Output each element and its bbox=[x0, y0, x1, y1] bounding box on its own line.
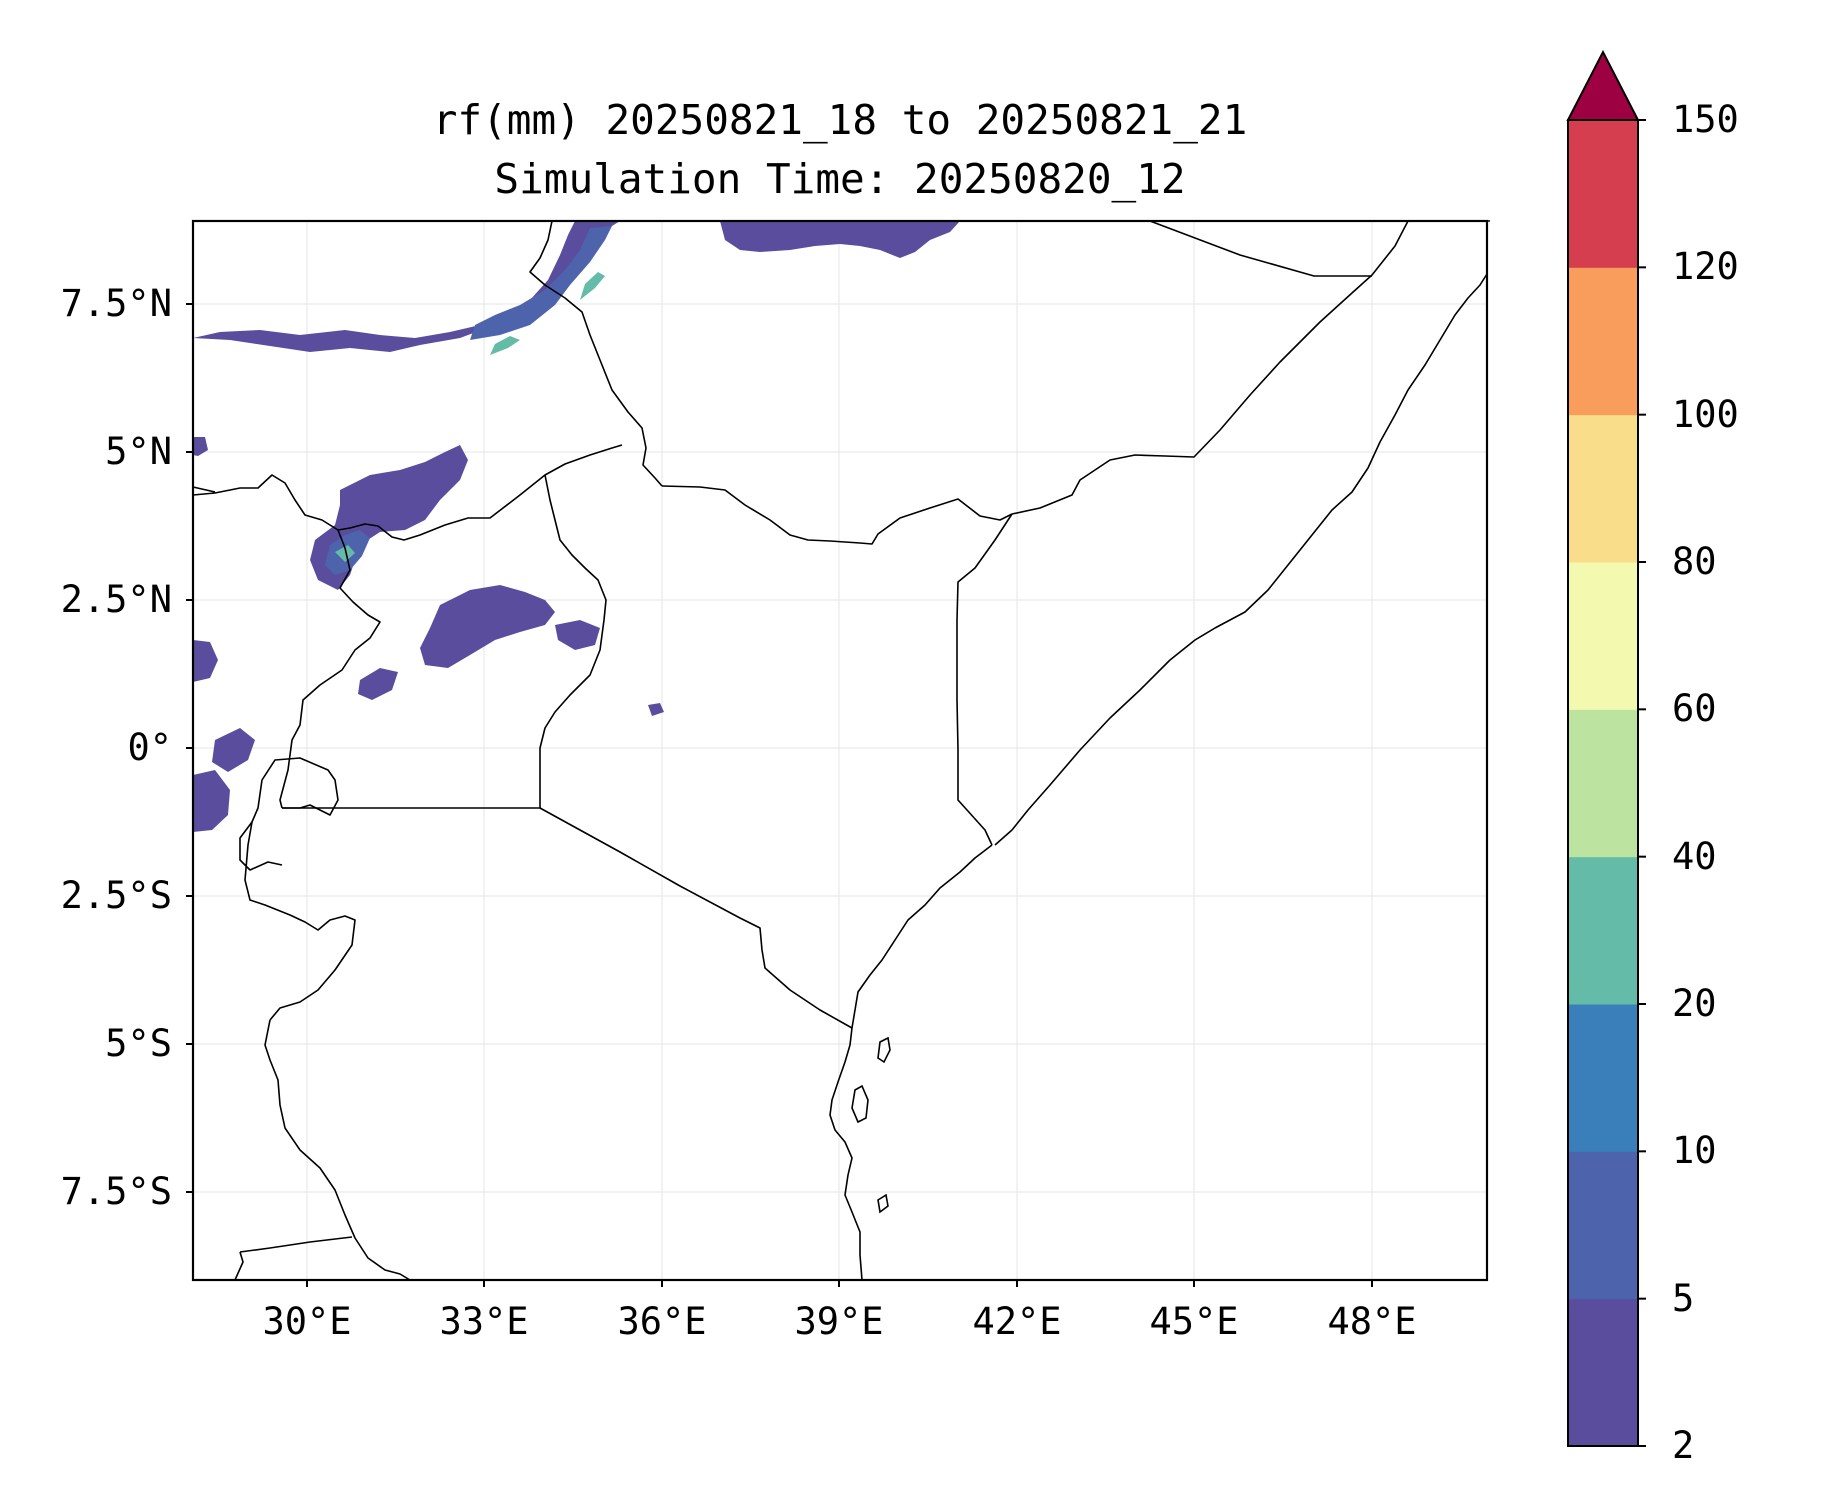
rain-cell-south-sudan-core bbox=[470, 226, 612, 340]
rain-cell-ethiopia-north bbox=[720, 221, 960, 258]
lat-label-5s: 5°S bbox=[105, 1022, 172, 1065]
rain-cell-lake-victoria-west bbox=[358, 668, 398, 700]
map-tick-marks bbox=[186, 303, 1373, 1287]
border-somalia-kenya-coast-line bbox=[851, 844, 993, 1029]
border-tanzania-west bbox=[264, 1019, 411, 1281]
lat-label-5n: 5°N bbox=[105, 430, 172, 473]
border-ethiopia-somalia bbox=[1011, 220, 1409, 515]
border-ethiopia-somaliland bbox=[1149, 220, 1372, 277]
rain-cell-lake-kyoga bbox=[420, 585, 555, 668]
border-uganda-kenya bbox=[539, 474, 607, 808]
colorbar-label-40: 40 bbox=[1672, 834, 1717, 878]
border-drc-car bbox=[192, 474, 339, 531]
colorbar-frame bbox=[1567, 119, 1639, 1447]
map-panel bbox=[186, 219, 1490, 1287]
lat-label-7-5s: 7.5°S bbox=[60, 1170, 172, 1213]
colorbar-label-60: 60 bbox=[1672, 687, 1717, 731]
border-burundi-tanzania bbox=[244, 821, 356, 1021]
colorbar-label-20: 20 bbox=[1672, 982, 1717, 1025]
colorbar-segment-20-40 bbox=[1568, 856, 1638, 1005]
colorbar-segment-2-5 bbox=[1568, 1298, 1638, 1447]
colorbar-segment-40-60 bbox=[1568, 709, 1638, 858]
colorbar-label-120: 120 bbox=[1672, 245, 1739, 289]
islands bbox=[851, 1036, 891, 1214]
lon-label-33e: 33°E bbox=[439, 1300, 529, 1343]
rain-cell-uganda-peak bbox=[335, 545, 355, 562]
colorbar-segment-5-10 bbox=[1568, 1151, 1638, 1300]
border-ethiopia-kenya bbox=[661, 485, 1013, 545]
lon-label-36e: 36°E bbox=[617, 1300, 707, 1343]
colorbar-label-5: 5 bbox=[1672, 1276, 1695, 1320]
map-subtitle: Simulation Time: 20250820_12 bbox=[494, 155, 1186, 203]
lat-label-7-5n: 7.5°N bbox=[60, 282, 172, 325]
colorbar-segment-100-120 bbox=[1568, 267, 1638, 416]
rain-cell-kenya-small bbox=[648, 703, 664, 716]
colorbar-segment-10-20 bbox=[1568, 1004, 1638, 1152]
border-ethiopia-sudan-edge bbox=[192, 486, 216, 493]
rain-cell-burundi bbox=[193, 770, 230, 832]
colorbar-segment-80-100 bbox=[1568, 414, 1638, 563]
rainfall-field bbox=[193, 221, 960, 832]
rain-cell-south-sudan-peak-a bbox=[580, 272, 605, 300]
map-title: rf(mm) 20250821_18 to 20250821_21 bbox=[432, 96, 1248, 144]
rain-cell-south-sudan-band bbox=[193, 221, 620, 352]
colorbar-segment-120-150 bbox=[1568, 120, 1638, 268]
lat-label-2-5n: 2.5°N bbox=[60, 578, 172, 621]
rain-cell-mount-elgon bbox=[555, 620, 600, 650]
colorbar-label-10: 10 bbox=[1672, 1129, 1717, 1173]
island-zanzibar bbox=[851, 1084, 869, 1124]
lon-label-42e: 42°E bbox=[972, 1300, 1062, 1343]
rain-cell-drc-east bbox=[193, 640, 218, 682]
country-borders bbox=[192, 220, 1490, 1281]
colorbar-label-150: 150 bbox=[1672, 98, 1739, 141]
colorbar-label-2: 2 bbox=[1672, 1424, 1695, 1467]
map-background bbox=[193, 221, 1487, 1280]
colorbar-label-80: 80 bbox=[1672, 540, 1717, 583]
lon-label-48e: 48°E bbox=[1327, 1300, 1417, 1343]
rain-cell-south-sudan-peak-b bbox=[490, 336, 520, 355]
island-mafia bbox=[877, 1193, 889, 1214]
rain-cell-rwanda bbox=[212, 728, 255, 772]
border-rwanda-burundi bbox=[239, 757, 339, 871]
colorbar bbox=[1566, 49, 1646, 1447]
border-uganda-drc bbox=[279, 529, 381, 809]
border-south-sudan-ethiopia bbox=[529, 220, 663, 487]
lat-label-2-5s: 2.5°S bbox=[60, 874, 172, 917]
lon-label-39e: 39°E bbox=[794, 1300, 884, 1343]
lon-label-30e: 30°E bbox=[262, 1300, 352, 1343]
border-kenya-tanzania bbox=[539, 807, 853, 1029]
gridlines bbox=[193, 221, 1487, 1280]
lon-label-45e: 45°E bbox=[1149, 1300, 1239, 1343]
border-somalia-west bbox=[956, 513, 1013, 846]
island-pemba bbox=[877, 1036, 891, 1064]
border-uganda-south-sudan bbox=[337, 444, 623, 541]
border-tanzania-zambia bbox=[239, 1236, 353, 1253]
rain-cell-drc-north bbox=[193, 437, 208, 456]
lat-label-0: 0° bbox=[127, 726, 172, 769]
coast-kenya-tanzania bbox=[829, 1027, 863, 1281]
border-zambia-south bbox=[234, 1251, 244, 1281]
colorbar-label-100: 100 bbox=[1672, 392, 1739, 436]
colorbar-segment-60-80 bbox=[1568, 562, 1638, 710]
colorbar-extend-arrow bbox=[1566, 49, 1640, 121]
